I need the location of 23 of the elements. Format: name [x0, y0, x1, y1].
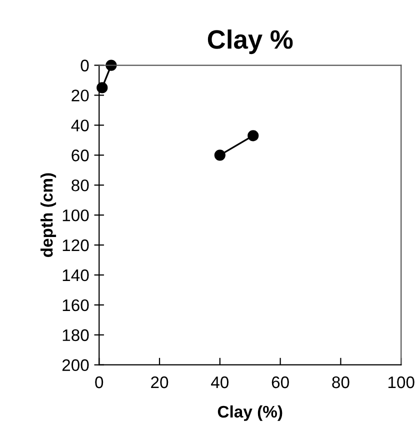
- point: [248, 130, 259, 142]
- y-tick-label: 80: [72, 180, 89, 192]
- y-tick-label: 140: [62, 269, 89, 282]
- point: [96, 82, 108, 94]
- x-tick-label: 20: [151, 376, 168, 388]
- x-tick-label: 80: [332, 376, 350, 388]
- y-tick-label: 40: [71, 120, 89, 132]
- x-tick-label: 40: [211, 376, 229, 388]
- y-axis-title: depth (cm): [40, 173, 56, 257]
- x-tick-label: 100: [388, 376, 414, 388]
- y-tick-label: 20: [72, 90, 89, 102]
- x-axis-title: Clay (%): [218, 405, 282, 421]
- x-tick-label: 0: [95, 376, 104, 388]
- y-tick-label: 180: [62, 329, 89, 342]
- y-tick-label: 200: [62, 359, 89, 372]
- chart-title: Clay %: [208, 29, 293, 54]
- y-tick-label: 60: [72, 150, 89, 162]
- y-tick-label: 120: [62, 239, 89, 252]
- y-tick-label: 0: [80, 60, 89, 72]
- point: [214, 150, 226, 161]
- y-tick-label: 160: [62, 299, 89, 312]
- y-tick-label: 100: [62, 209, 89, 222]
- x-tick-label: 60: [272, 376, 289, 388]
